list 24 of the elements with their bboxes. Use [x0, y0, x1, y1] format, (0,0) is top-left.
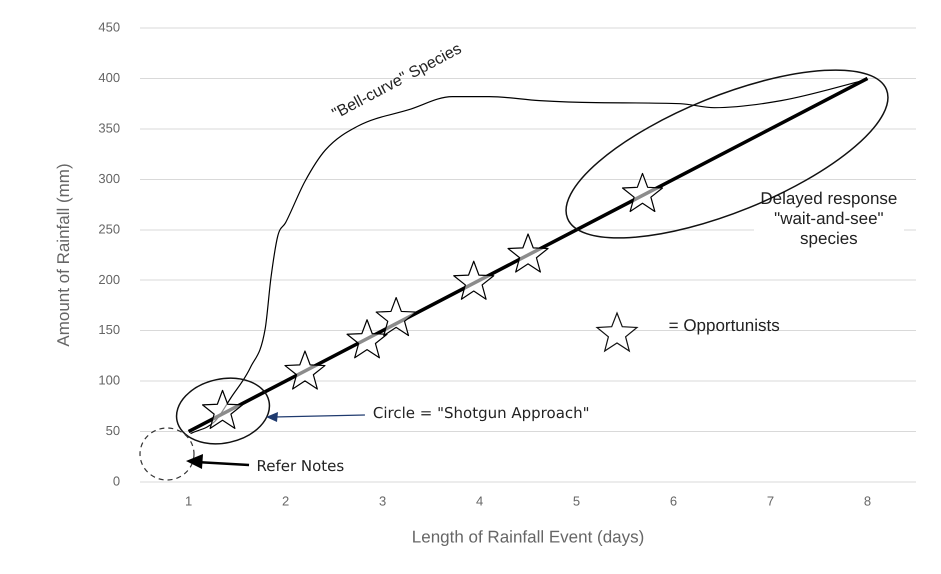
y-tick-label: 250	[98, 221, 120, 236]
annotation: Delayed response "wait-and-see" species	[754, 189, 904, 250]
y-tick-label: 0	[112, 474, 120, 489]
y-tick-label: 300	[98, 170, 120, 186]
y-tick-label: 400	[98, 70, 120, 86]
x-tick-label: 8	[864, 493, 872, 508]
x-axis-title: Length of Rainfall Event (days)	[412, 527, 644, 546]
y-tick-label: 450	[98, 20, 120, 35]
y-axis-title: Amount of Rainfall (mm)	[54, 163, 73, 347]
annotation: Refer Notes	[256, 456, 344, 476]
y-tick-label: 200	[98, 272, 120, 287]
x-tick-label: 2	[282, 493, 290, 508]
y-tick-label: 150	[98, 322, 120, 338]
x-tick-label: 4	[476, 493, 484, 508]
x-tick-label: 5	[572, 493, 580, 508]
x-tick-label: 3	[378, 493, 386, 508]
x-tick-label: 1	[184, 493, 192, 508]
x-tick-label: 7	[766, 493, 774, 508]
y-tick-label: 50	[106, 423, 120, 438]
annotation: = Opportunists	[668, 316, 780, 336]
annotation: Circle = "Shotgun Approach"	[372, 403, 590, 424]
x-tick-label: 6	[670, 493, 678, 508]
y-tick-label: 100	[98, 372, 120, 388]
y-tick-label: 350	[98, 120, 120, 136]
